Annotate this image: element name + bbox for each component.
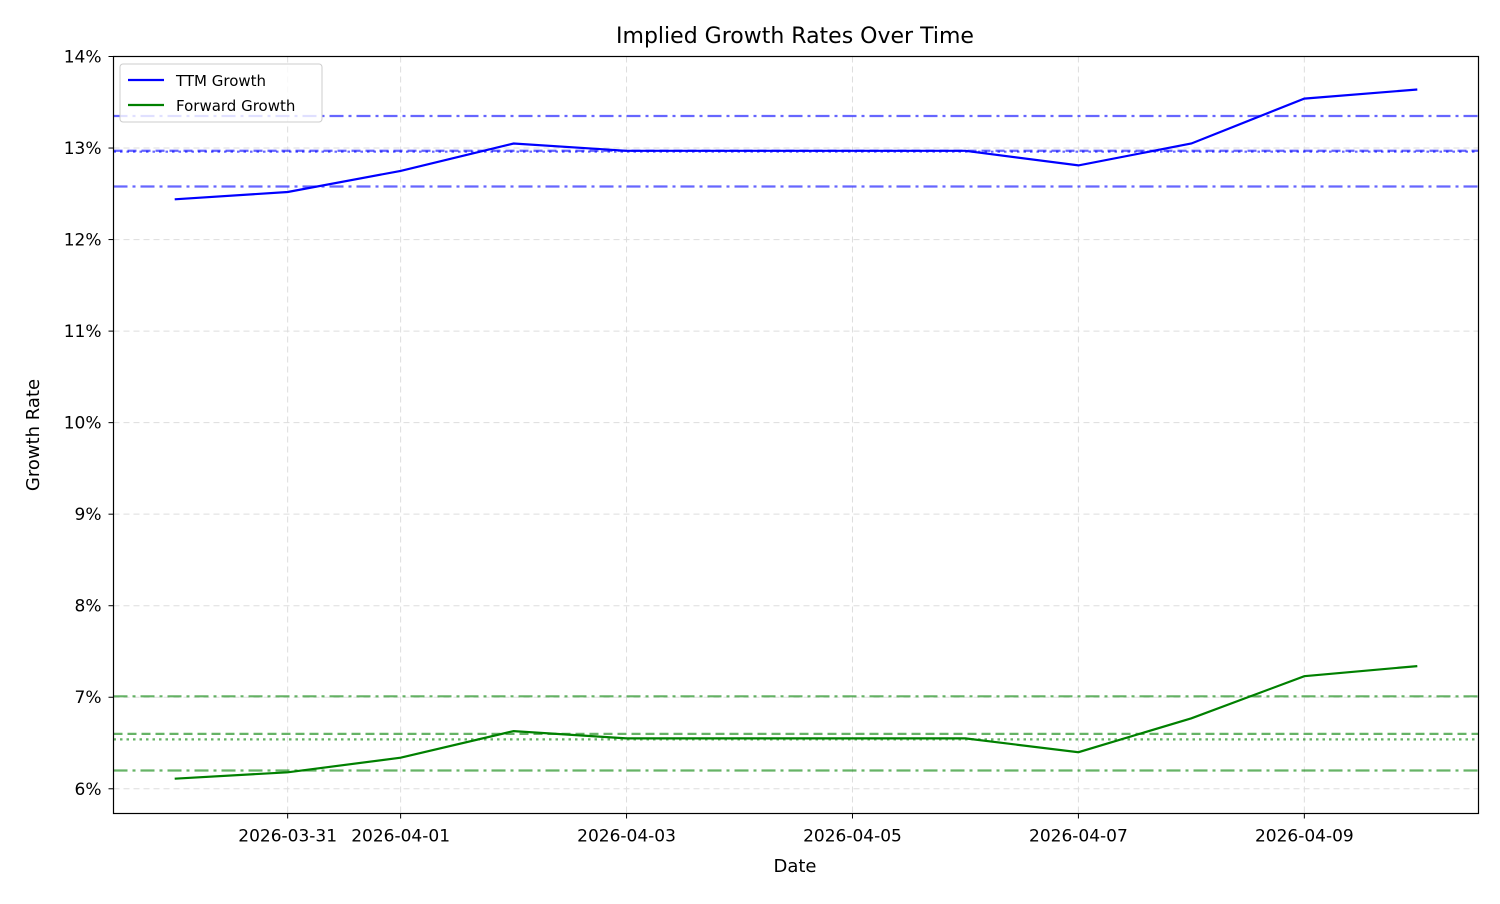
- y-tick-label: 7%: [75, 688, 102, 708]
- x-tick-label: 2026-04-03: [577, 827, 676, 847]
- legend: TTM Growth Forward Growth: [120, 64, 322, 122]
- y-tick-label: 11%: [64, 322, 102, 342]
- x-tick-label: 2026-04-05: [803, 827, 902, 847]
- y-tick-label: 9%: [75, 505, 102, 525]
- y-tick-label: 6%: [75, 780, 102, 800]
- y-ticks: 6% 7% 8% 9% 10% 11% 12% 13% 14%: [64, 48, 114, 800]
- x-tick-label: 2026-04-09: [1255, 827, 1354, 847]
- series-line-ttm-growth: [175, 90, 1418, 200]
- y-tick-label: 12%: [64, 231, 102, 251]
- x-ticks: 2026-03-31 2026-04-01 2026-04-03 2026-04-05…: [238, 814, 1353, 847]
- x-tick-label: 2026-04-01: [351, 827, 450, 847]
- chart-title: Implied Growth Rates Over Time: [616, 24, 974, 49]
- legend-label-ttm: TTM Growth: [175, 72, 266, 90]
- y-tick-label: 10%: [64, 414, 102, 434]
- reference-lines: [114, 116, 1479, 770]
- x-axis-label: Date: [773, 856, 816, 877]
- y-axis-label: Growth Rate: [23, 379, 44, 491]
- x-tick-label: 2026-04-07: [1029, 827, 1128, 847]
- x-tick-label: 2026-03-31: [238, 827, 337, 847]
- series-line-forward-growth: [175, 666, 1418, 779]
- grid: [114, 57, 1479, 814]
- y-tick-label: 14%: [64, 48, 102, 68]
- series-lines: [175, 89, 1418, 778]
- y-tick-label: 13%: [64, 139, 102, 159]
- y-tick-label: 8%: [75, 597, 102, 617]
- plot-frame: [114, 57, 1479, 814]
- legend-label-forward: Forward Growth: [176, 97, 295, 115]
